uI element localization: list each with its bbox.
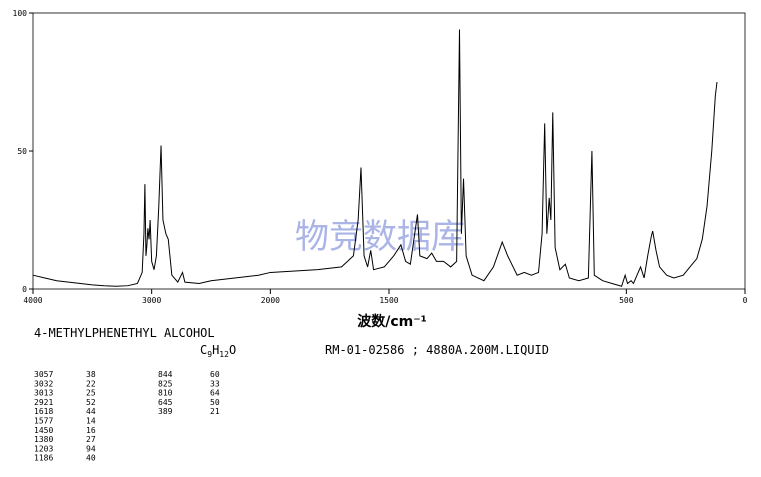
peak-wavenumber: 645 (158, 398, 173, 407)
peak-intensity: 64 (210, 389, 220, 398)
peak-wavenumber: 2921 (34, 398, 53, 407)
spectrum-line (32, 29, 718, 287)
y-tick-label: 100 (13, 9, 28, 18)
x-tick-label: 2000 (261, 296, 280, 305)
x-tick-label: 500 (619, 296, 634, 305)
peak-wavenumber: 3032 (34, 379, 53, 388)
x-tick-label: 4000 (23, 296, 42, 305)
peak-wavenumber: 810 (158, 389, 173, 398)
peak-intensity: 25 (86, 389, 96, 398)
peak-intensity: 94 (86, 444, 96, 453)
peak-wavenumber: 3013 (34, 389, 53, 398)
x-tick-label: 0 (743, 296, 748, 305)
peak-intensity: 38 (86, 370, 96, 379)
watermark: 物竞数据库 (295, 217, 465, 257)
peak-wavenumber: 1186 (34, 454, 53, 463)
peak-wavenumber: 1618 (34, 407, 53, 416)
peak-wavenumber: 1577 (34, 417, 53, 426)
catalog: RM-01-02586 ; 4880A.200M.LIQUID (325, 343, 549, 357)
peak-wavenumber: 825 (158, 379, 173, 388)
peak-intensity: 52 (86, 398, 96, 407)
peak-intensity: 27 (86, 435, 96, 444)
peak-wavenumber: 844 (158, 370, 173, 379)
peak-wavenumber: 389 (158, 407, 173, 416)
y-tick-label: 0 (22, 285, 27, 294)
y-tick-label: 50 (17, 147, 27, 156)
peak-intensity: 40 (86, 454, 96, 463)
compound-name: 4-METHYLPHENETHYL ALCOHOL (34, 326, 215, 340)
peak-intensity: 14 (86, 417, 96, 426)
peak-intensity: 50 (210, 398, 220, 407)
formula: C9H12O (200, 343, 236, 359)
peak-wavenumber: 1380 (34, 435, 53, 444)
peak-wavenumber: 1203 (34, 444, 53, 453)
peak-intensity: 22 (86, 379, 96, 388)
peak-intensity: 60 (210, 370, 220, 379)
peak-intensity: 21 (210, 407, 220, 416)
peak-wavenumber: 1450 (34, 426, 53, 435)
peak-intensity: 33 (210, 379, 220, 388)
x-tick-label: 3000 (142, 296, 161, 305)
x-axis-label: 波数/cm⁻¹ (357, 313, 427, 330)
peak-intensity: 44 (86, 407, 96, 416)
x-tick-label: 1500 (379, 296, 398, 305)
peak-wavenumber: 3057 (34, 370, 53, 379)
peak-intensity: 16 (86, 426, 96, 435)
